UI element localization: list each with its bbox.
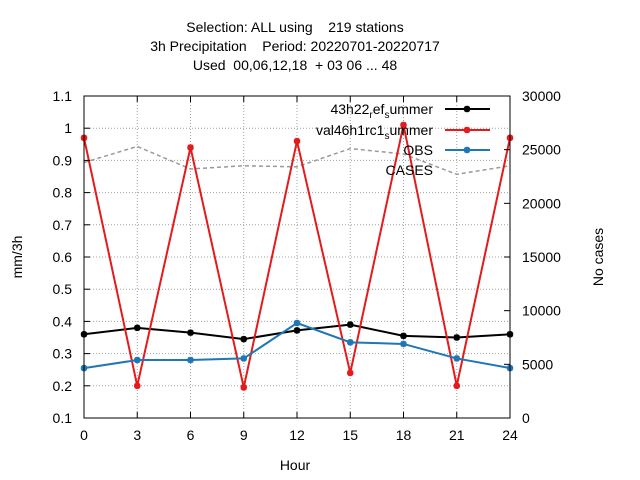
title-line-3: Used 00,06,12,18 + 03 06 ... 48 bbox=[193, 57, 398, 73]
legend-marker bbox=[463, 105, 471, 113]
data-series-layer bbox=[80, 121, 514, 391]
legend-label: 43h22refsummer bbox=[330, 101, 433, 121]
legend-label: val46h1rc1summer bbox=[316, 122, 433, 142]
title-line-1: Selection: ALL using 219 stations bbox=[186, 19, 403, 35]
x-tick-label: 9 bbox=[240, 427, 248, 443]
y2-tick-label: 10000 bbox=[522, 303, 561, 319]
series-0-point bbox=[240, 335, 247, 343]
title-line-2: 3h Precipitation Period: 20220701-202207… bbox=[150, 38, 440, 54]
y-tick-label: 0.2 bbox=[53, 378, 73, 394]
y2-tick-label: 0 bbox=[522, 410, 530, 426]
series-0-point bbox=[187, 329, 194, 336]
x-tick-label: 12 bbox=[289, 427, 305, 443]
series-0-point bbox=[134, 324, 141, 332]
series-2-point bbox=[187, 356, 194, 364]
x-tick-label: 24 bbox=[502, 427, 518, 443]
legend-marker bbox=[463, 146, 471, 154]
y2-tick-label: 15000 bbox=[522, 249, 561, 265]
legend-label: CASES bbox=[386, 162, 433, 178]
y-tick-label: 0.1 bbox=[53, 410, 73, 426]
axis-ticks: 0 3 6 9 12 15 18 21 24 0.1 0.2 0.3 0.4 0.5 0.6 0.7 0.8 0.… bbox=[53, 88, 562, 443]
series-0-point bbox=[453, 334, 460, 341]
x-tick-label: 18 bbox=[396, 427, 412, 443]
x-tick-label: 3 bbox=[133, 427, 141, 443]
x-tick-label: 0 bbox=[80, 427, 88, 443]
series-0-point bbox=[400, 332, 407, 340]
y2-axis-label: No cases bbox=[590, 228, 606, 286]
series-1-point bbox=[400, 121, 407, 129]
y-tick-label: 0.5 bbox=[53, 281, 73, 297]
series-2-point bbox=[240, 355, 247, 362]
y-tick-label: 0.8 bbox=[53, 185, 73, 201]
series-2-point bbox=[293, 319, 301, 327]
legend-label: OBS bbox=[403, 142, 433, 158]
series-1-point bbox=[453, 382, 460, 389]
y-tick-label: 1.1 bbox=[53, 88, 73, 104]
series-2-point bbox=[134, 356, 141, 364]
series-3-line bbox=[83, 145, 511, 176]
y2-tick-label: 20000 bbox=[522, 195, 561, 211]
legend-marker bbox=[463, 126, 471, 134]
y-tick-label: 0.6 bbox=[53, 249, 73, 265]
y-tick-label: 0.9 bbox=[53, 152, 73, 168]
x-axis-label: Hour bbox=[280, 457, 311, 473]
y-tick-label: 0.3 bbox=[53, 346, 73, 362]
series-2-point bbox=[453, 355, 460, 362]
series-1-point bbox=[347, 369, 354, 377]
y2-tick-label: 30000 bbox=[522, 88, 561, 104]
y2-tick-label: 25000 bbox=[522, 142, 561, 158]
series-1-point bbox=[187, 144, 194, 151]
series-0-point bbox=[293, 327, 301, 334]
y-tick-label: 1 bbox=[64, 120, 72, 136]
chart-title: Selection: ALL using 219 stations 3h Pre… bbox=[150, 19, 440, 73]
y-tick-label: 0.4 bbox=[53, 313, 73, 329]
y-axis-label: mm/3h bbox=[9, 236, 25, 279]
cases-series-layer bbox=[83, 145, 511, 176]
x-tick-label: 6 bbox=[187, 427, 195, 443]
series-1-point bbox=[293, 137, 301, 145]
series-1-point bbox=[240, 384, 247, 391]
series-1-point bbox=[134, 382, 141, 389]
x-tick-label: 15 bbox=[342, 427, 358, 443]
series-2-point bbox=[347, 339, 354, 346]
series-2-point bbox=[400, 340, 407, 348]
y-tick-label: 0.7 bbox=[53, 217, 73, 233]
series-0-point bbox=[347, 321, 354, 328]
x-tick-label: 21 bbox=[449, 427, 465, 443]
y2-tick-label: 5000 bbox=[522, 356, 553, 372]
